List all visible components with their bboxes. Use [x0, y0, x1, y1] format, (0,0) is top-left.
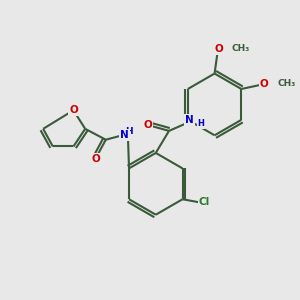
Text: O: O	[91, 154, 100, 164]
Text: H: H	[125, 127, 133, 136]
Text: N: N	[120, 130, 129, 140]
Text: H: H	[197, 119, 204, 128]
Text: O: O	[260, 79, 268, 89]
Text: CH₃: CH₃	[277, 79, 296, 88]
Text: CH₃: CH₃	[232, 44, 250, 53]
Text: O: O	[69, 105, 78, 115]
Text: Cl: Cl	[198, 197, 210, 207]
Text: O: O	[214, 44, 224, 54]
Text: O: O	[143, 120, 152, 130]
Text: N: N	[185, 115, 194, 125]
